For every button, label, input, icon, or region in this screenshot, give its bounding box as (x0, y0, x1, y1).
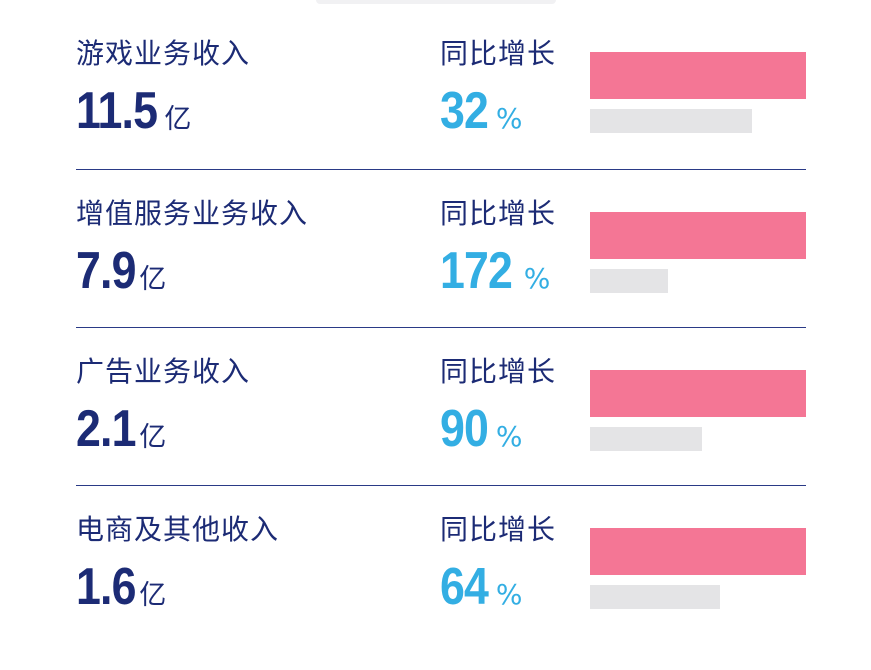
category-label: 游戏业务收入 (76, 37, 251, 70)
revenue-unit: 亿 (139, 580, 167, 611)
current-period-bar (590, 370, 806, 417)
top-decoration (316, 0, 556, 4)
percent-sign: % (523, 262, 551, 295)
comparison-bars (590, 36, 806, 146)
current-period-bar (590, 52, 806, 99)
comparison-bars (590, 512, 806, 622)
value-display: 1.6 亿 (76, 558, 166, 616)
percent-sign: % (495, 420, 523, 453)
revenue-value: 2.1 (76, 400, 136, 458)
category-label: 增值服务业务收入 (76, 197, 309, 230)
row-divider (76, 327, 806, 328)
category-label: 电商及其他收入 (76, 513, 280, 546)
growth-label: 同比增长 (440, 37, 557, 70)
value-display: 11.5 亿 (76, 82, 191, 140)
revenue-unit: 亿 (139, 264, 167, 295)
growth-value: 64 (440, 558, 489, 616)
category-row-value-added: 增值服务业务收入 7.9 亿 同比增长 172 % (0, 196, 871, 354)
category-row-ecommerce: 电商及其他收入 1.6 亿 同比增长 64 % (0, 512, 871, 670)
value-display: 7.9 亿 (76, 242, 166, 300)
revenue-value: 1.6 (76, 558, 136, 616)
prior-period-bar (590, 585, 720, 609)
growth-display: 64 % (440, 558, 522, 616)
comparison-bars (590, 196, 806, 306)
revenue-value: 11.5 (76, 82, 158, 140)
growth-display: 90 % (440, 400, 522, 458)
prior-period-bar (590, 269, 668, 293)
growth-label: 同比增长 (440, 355, 557, 388)
prior-period-bar (590, 427, 702, 451)
revenue-value: 7.9 (76, 242, 136, 300)
category-label: 广告业务收入 (76, 355, 251, 388)
growth-display: 172 % (440, 242, 550, 300)
value-display: 2.1 亿 (76, 400, 166, 458)
category-row-game: 游戏业务收入 11.5 亿 同比增长 32 % (0, 36, 871, 194)
row-divider (76, 169, 806, 170)
growth-value: 172 (440, 242, 513, 300)
current-period-bar (590, 212, 806, 259)
comparison-bars (590, 354, 806, 464)
revenue-unit: 亿 (139, 422, 167, 453)
growth-display: 32 % (440, 82, 522, 140)
growth-value: 90 (440, 400, 489, 458)
percent-sign: % (495, 578, 523, 611)
growth-value: 32 (440, 82, 489, 140)
row-divider (76, 485, 806, 486)
category-row-advertising: 广告业务收入 2.1 亿 同比增长 90 % (0, 354, 871, 512)
revenue-unit: 亿 (164, 104, 192, 135)
prior-period-bar (590, 109, 752, 133)
percent-sign: % (495, 102, 523, 135)
current-period-bar (590, 528, 806, 575)
growth-label: 同比增长 (440, 513, 557, 546)
growth-label: 同比增长 (440, 197, 557, 230)
